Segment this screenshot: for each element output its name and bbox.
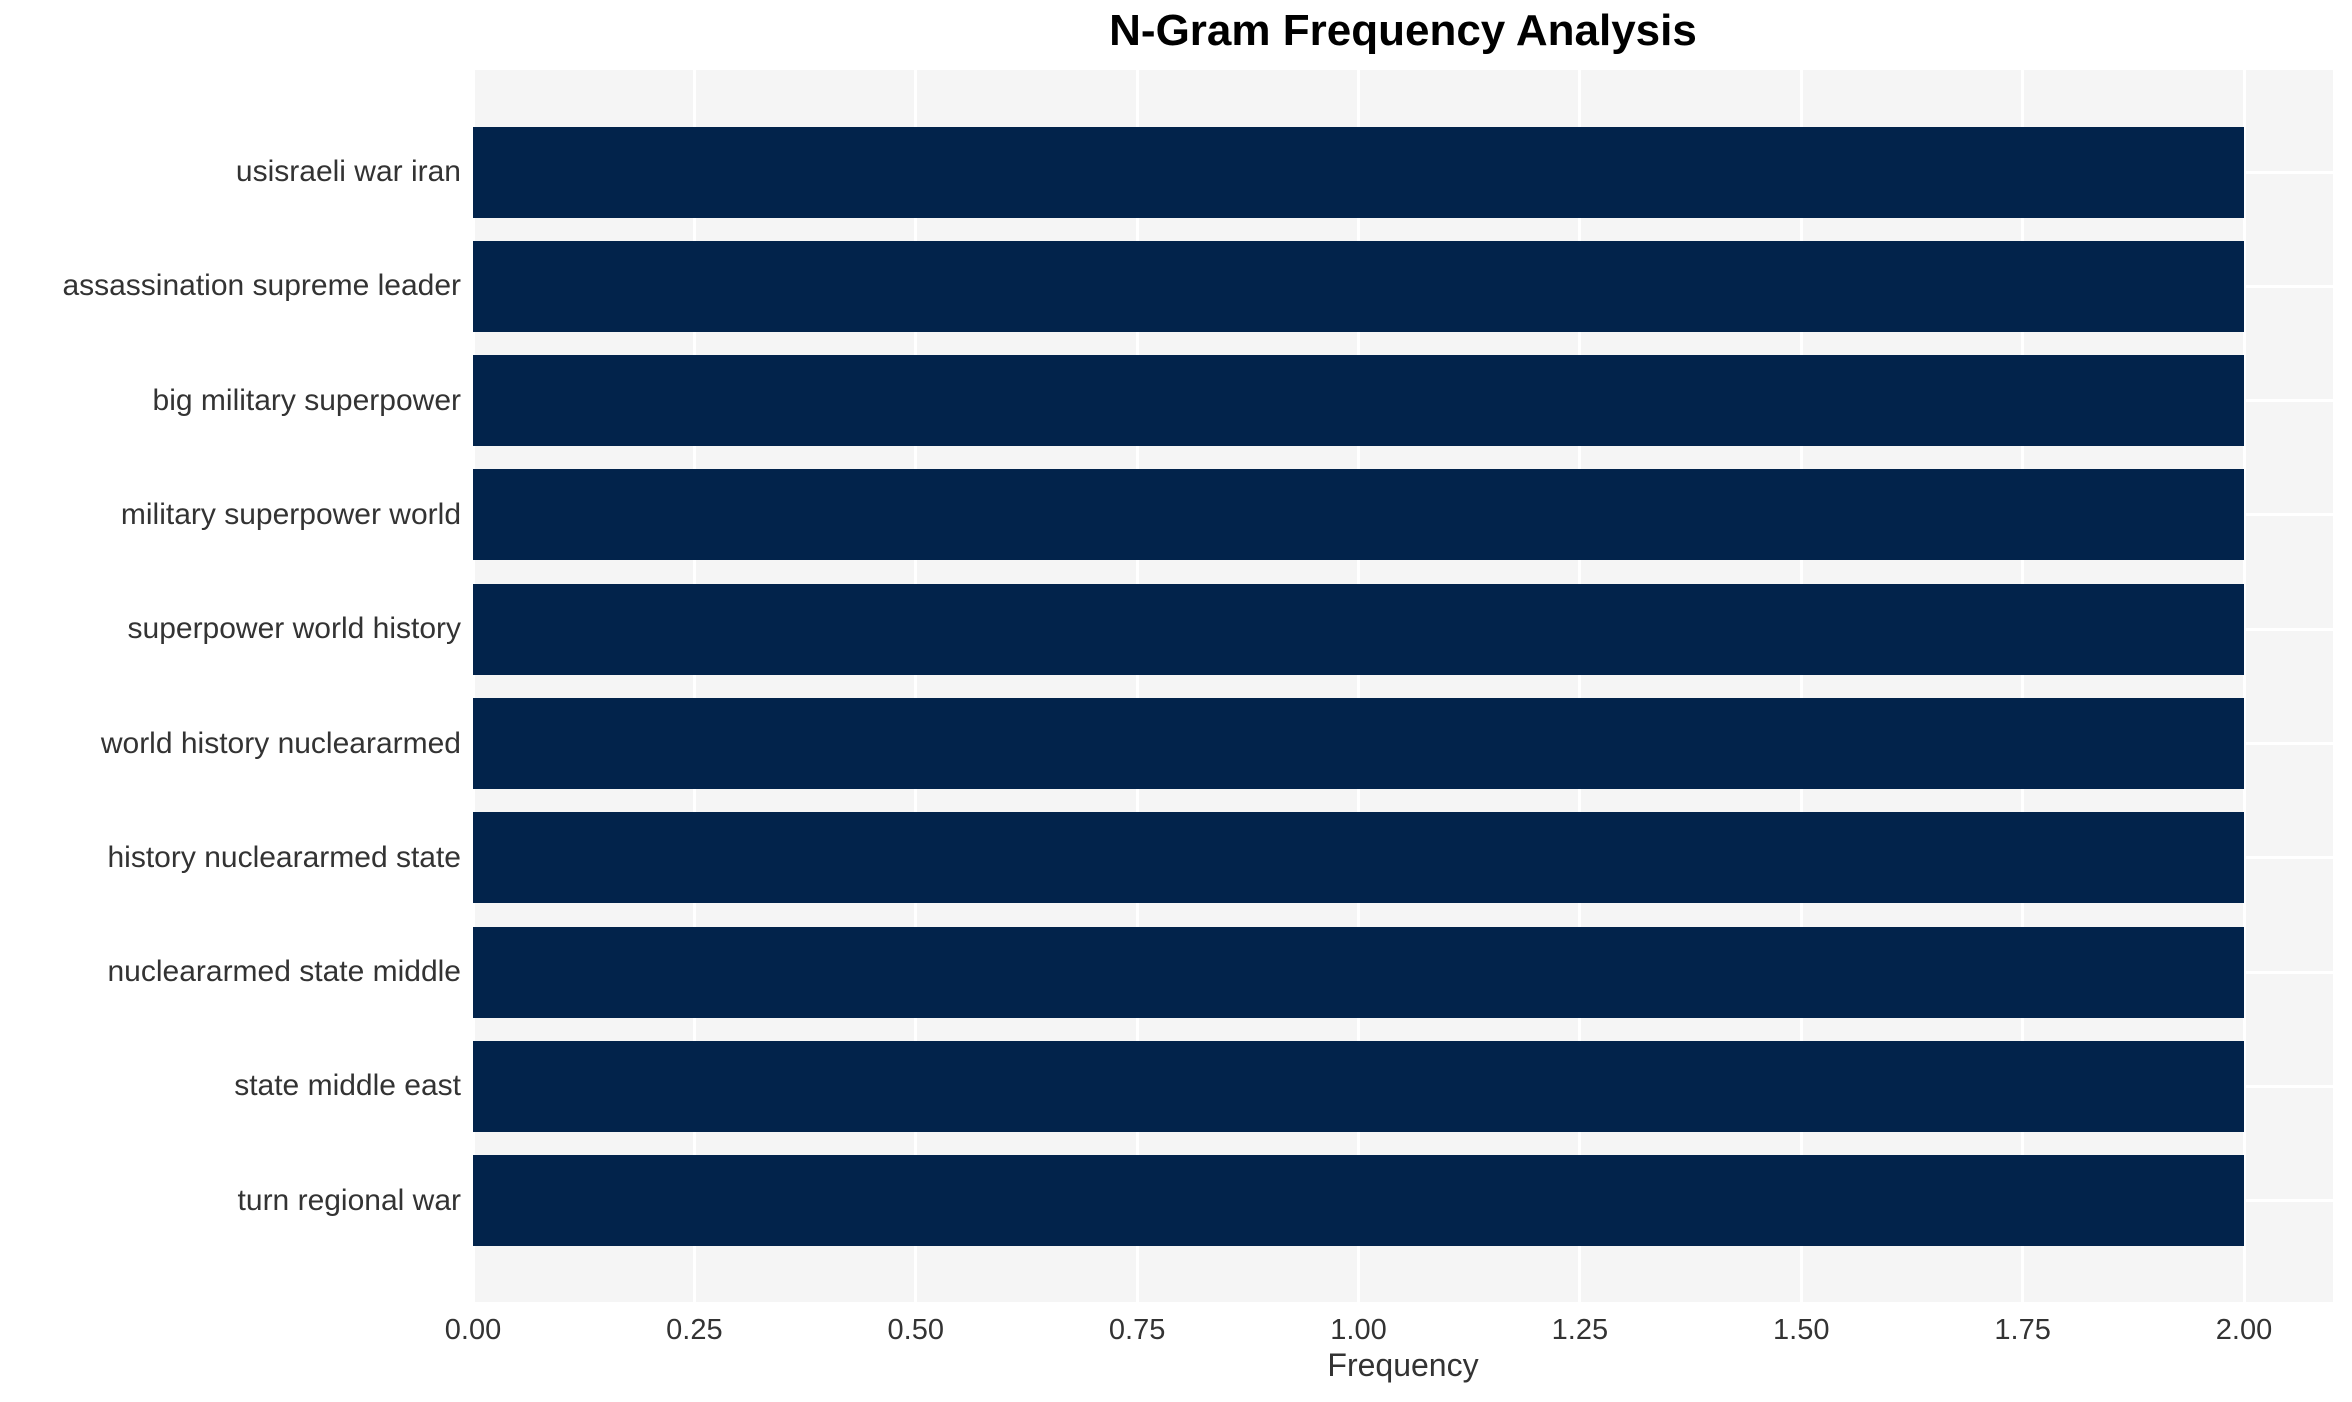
y-axis-label: big military superpower bbox=[152, 383, 461, 417]
gridline-vertical bbox=[2242, 70, 2246, 1302]
bar bbox=[473, 240, 2244, 332]
plot-area bbox=[473, 70, 2333, 1302]
y-axis-label: usisraeli war iran bbox=[235, 155, 461, 188]
y-axis-label: assassination supreme leader bbox=[62, 269, 461, 303]
gridline-vertical bbox=[914, 70, 918, 1302]
y-axis-label: superpower world history bbox=[127, 612, 461, 646]
y-axis-label: military superpower world bbox=[120, 497, 461, 531]
x-axis-label: Frequency bbox=[1327, 1347, 1479, 1383]
x-tick-label: 1.00 bbox=[1330, 1314, 1387, 1346]
y-axis-label: world history nucleararmed bbox=[100, 726, 461, 760]
y-axis-label: history nucleararmed state bbox=[107, 840, 462, 874]
gridline-vertical bbox=[2021, 70, 2025, 1302]
gridline-vertical bbox=[1357, 70, 1360, 1302]
y-axis-label: nucleararmed state middle bbox=[107, 955, 461, 989]
x-tick-label: 0.00 bbox=[444, 1314, 502, 1346]
x-tick-label: 0.25 bbox=[666, 1314, 723, 1346]
y-axis-label: state middle east bbox=[234, 1069, 461, 1103]
x-tick-label: 0.50 bbox=[887, 1314, 944, 1346]
bar bbox=[473, 583, 2244, 675]
bar bbox=[473, 926, 2244, 1018]
bar bbox=[473, 355, 2244, 447]
bar bbox=[473, 1040, 2244, 1132]
x-tick-label: 1.50 bbox=[1773, 1314, 1830, 1346]
bar bbox=[473, 126, 2244, 218]
gridline-vertical bbox=[692, 70, 696, 1302]
x-tick-label: 2.00 bbox=[2215, 1314, 2273, 1346]
bar bbox=[473, 812, 2244, 904]
gridline-vertical bbox=[1135, 70, 1139, 1302]
chart-title: N-Gram Frequency Analysis bbox=[1109, 6, 1697, 55]
x-tick-label: 1.75 bbox=[1994, 1314, 2051, 1346]
y-axis-label: turn regional war bbox=[237, 1183, 461, 1217]
bar bbox=[473, 698, 2244, 789]
gridline-vertical bbox=[1578, 70, 1582, 1302]
gridline-vertical bbox=[473, 70, 475, 1302]
x-tick-label: 0.75 bbox=[1108, 1314, 1166, 1346]
bar bbox=[473, 469, 2244, 561]
bar bbox=[473, 1155, 2244, 1247]
x-tick-label: 1.25 bbox=[1551, 1314, 1609, 1346]
gridline-vertical bbox=[1799, 70, 1803, 1302]
